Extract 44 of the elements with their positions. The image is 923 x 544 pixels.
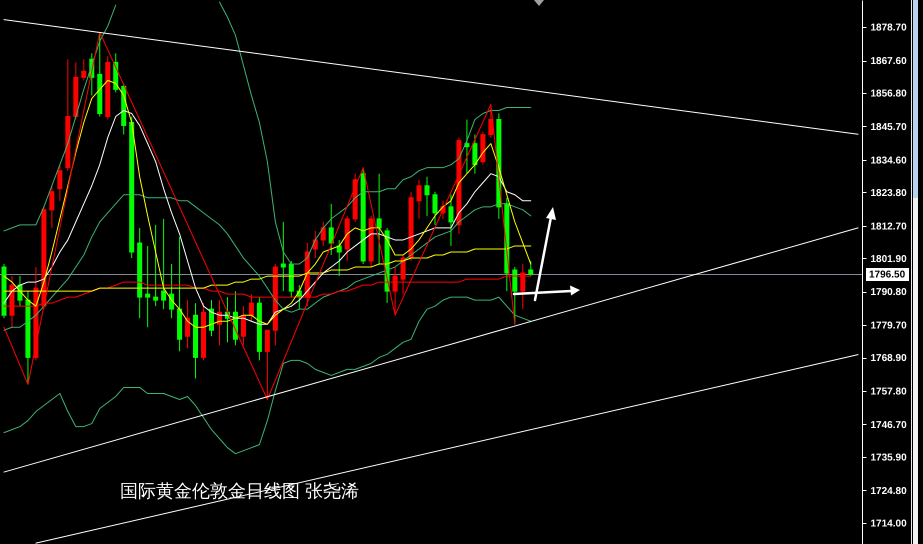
candlestick [209,300,214,337]
candlestick [448,194,454,246]
y-tick-label: 1867.60 [870,56,908,68]
candlestick [49,185,54,228]
line-series [3,296,532,454]
ref-line-label: 1796.50 [869,270,906,281]
y-tick-label: 1878.70 [870,22,908,34]
candlestick [280,221,286,292]
candlestick [416,179,422,220]
candlestick [328,203,334,256]
y-tick-label: 1746.70 [870,420,908,431]
candlestick [81,58,86,81]
candlestick [320,221,326,246]
y-tick-label: 1812.70 [870,221,908,232]
y-tick-label: 1834.60 [870,155,908,166]
candlestick [528,260,534,277]
candlestick [185,300,190,349]
line-series [218,2,532,265]
y-tick-label: 1768.90 [870,353,908,364]
y-tick-label: 1790.80 [870,287,908,298]
candlestick [161,218,166,310]
candlestick [57,164,62,202]
line-series [3,194,532,331]
y-tick-label: 1845.70 [870,122,908,133]
y-tick-label: 1714.00 [870,518,908,530]
y-tick-label: 1735.90 [870,452,908,464]
line-series [3,4,116,232]
candlestick [336,239,342,277]
y-tick-label: 1801.90 [870,254,908,265]
candlestick [376,173,382,265]
candlestick [153,224,158,307]
candlestick [512,266,518,325]
candlestick [424,176,430,216]
candlestick [312,230,318,258]
candlestick [432,191,438,226]
y-tick-label: 1779.70 [870,320,908,332]
candlestick [472,134,478,174]
y-tick-label: 1856.80 [870,88,908,100]
y-tick-label: 1724.80 [870,486,908,497]
candlestick [169,264,174,319]
candlestick [240,306,246,346]
y-tick-label: 1757.80 [870,386,908,398]
y-tick-label: 1823.80 [870,188,908,199]
candlestick [145,245,150,328]
